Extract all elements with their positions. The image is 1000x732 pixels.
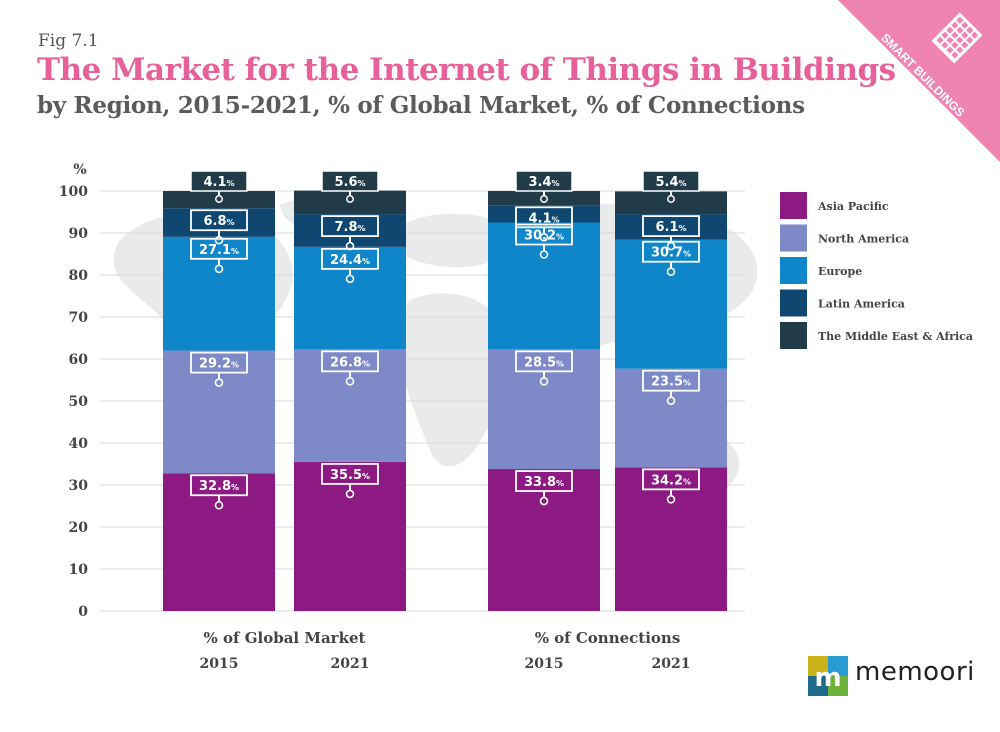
svg-text:m: m <box>814 663 841 693</box>
data-label: 29.2% <box>190 351 248 387</box>
y-tick-label: 0 <box>78 604 88 620</box>
legend-item: Europe <box>780 257 862 284</box>
y-tick-label: 90 <box>69 226 89 242</box>
x-group-label: % of Connections <box>535 629 681 647</box>
memoori-logo-icon: m <box>808 656 848 696</box>
y-axis-label: % <box>73 162 86 178</box>
legend-item: Asia Pacific <box>780 192 889 219</box>
x-tick-label: 2021 <box>331 656 370 672</box>
x-tick-label: 2015 <box>200 656 239 672</box>
svg-text:32.8%: 32.8% <box>199 479 239 494</box>
y-tick-label: 10 <box>69 562 89 578</box>
data-label: 35.5% <box>321 462 379 499</box>
chart-legend: Asia Pacific North America Europe Latin Ame… <box>780 192 973 349</box>
svg-text:28.5%: 28.5% <box>524 355 564 370</box>
data-labels: 32.8% 29.2% 27.1% 6.8% 4.1% 35.5% 26.8% 24.4% 7.… <box>190 170 700 510</box>
chart-title: The Market for the Internet of Things in… <box>37 52 896 88</box>
svg-text:29.2%: 29.2% <box>199 357 239 372</box>
figure-label: Fig 7.1 <box>38 31 99 51</box>
data-label: 32.8% <box>190 474 248 510</box>
data-label: 33.8% <box>515 470 573 506</box>
svg-text:4.1%: 4.1% <box>203 175 234 190</box>
svg-text:Latin America: Latin America <box>818 298 905 311</box>
svg-text:North America: North America <box>818 233 909 246</box>
bar-segment <box>163 350 275 474</box>
legend-item: Latin America <box>780 289 905 317</box>
svg-text:7.8%: 7.8% <box>334 220 365 235</box>
svg-text:3.4%: 3.4% <box>528 175 559 190</box>
y-tick-label: 40 <box>69 436 89 452</box>
bar-segment <box>163 236 275 351</box>
data-label: 28.5% <box>515 350 573 386</box>
y-tick-label: 100 <box>59 184 88 200</box>
svg-text:Europe: Europe <box>818 265 862 278</box>
svg-text:34.2%: 34.2% <box>651 473 691 488</box>
data-label: 34.2% <box>642 468 700 504</box>
data-label: 23.5% <box>642 369 700 405</box>
y-tick-label: 80 <box>69 268 89 284</box>
data-label: 26.8% <box>321 350 379 386</box>
svg-text:4.1%: 4.1% <box>528 211 559 226</box>
bar-segment <box>294 349 406 462</box>
svg-text:27.1%: 27.1% <box>199 243 239 258</box>
svg-text:6.8%: 6.8% <box>203 214 234 229</box>
svg-text:Asia Pacific: Asia Pacific <box>817 200 889 213</box>
svg-text:33.8%: 33.8% <box>524 475 564 490</box>
svg-text:23.5%: 23.5% <box>651 375 691 390</box>
data-label-top: 3.4% <box>515 170 573 203</box>
data-label: 6.1% <box>642 215 700 251</box>
chart-axis: 0 10 20 30 40 50 60 70 80 90 100% 2015 2021 2015 2021%… <box>59 162 691 672</box>
svg-text:5.4%: 5.4% <box>655 175 686 190</box>
svg-text:26.8%: 26.8% <box>330 355 370 370</box>
y-tick-label: 70 <box>69 310 89 326</box>
y-tick-label: 30 <box>69 478 89 494</box>
data-label-top: 4.1% <box>190 170 248 203</box>
data-label-top: 5.4% <box>642 170 700 203</box>
svg-text:6.1%: 6.1% <box>655 220 686 235</box>
memoori-logo-text: memoori <box>855 657 975 687</box>
x-tick-label: 2015 <box>525 656 564 672</box>
legend-item: The Middle East & Africa <box>780 322 973 349</box>
data-label-top: 5.6% <box>321 170 379 203</box>
data-label: 27.1% <box>190 237 248 274</box>
y-tick-label: 20 <box>69 520 89 536</box>
svg-text:5.6%: 5.6% <box>334 175 365 190</box>
bar-segment <box>488 191 600 206</box>
y-tick-label: 60 <box>69 352 89 368</box>
y-tick-label: 50 <box>69 394 89 410</box>
x-group-label: % of Global Market <box>204 629 366 647</box>
bar-segment <box>488 349 600 470</box>
svg-text:30.7%: 30.7% <box>651 246 691 261</box>
x-tick-label: 2021 <box>652 656 691 672</box>
bar-segment <box>615 368 727 468</box>
data-label: 4.1% <box>515 206 573 242</box>
svg-text:24.4%: 24.4% <box>330 253 370 268</box>
data-label: 6.8% <box>190 209 248 245</box>
data-label: 7.8% <box>321 215 379 251</box>
legend-item: North America <box>780 224 909 252</box>
bar-segment <box>294 246 406 350</box>
data-label: 30.7% <box>642 240 700 277</box>
svg-text:The Middle East & Africa: The Middle East & Africa <box>818 330 973 343</box>
chart-subtitle: by Region, 2015-2021, % of Global Market… <box>37 92 805 119</box>
bar-segment <box>163 191 275 209</box>
svg-text:35.5%: 35.5% <box>330 468 370 483</box>
